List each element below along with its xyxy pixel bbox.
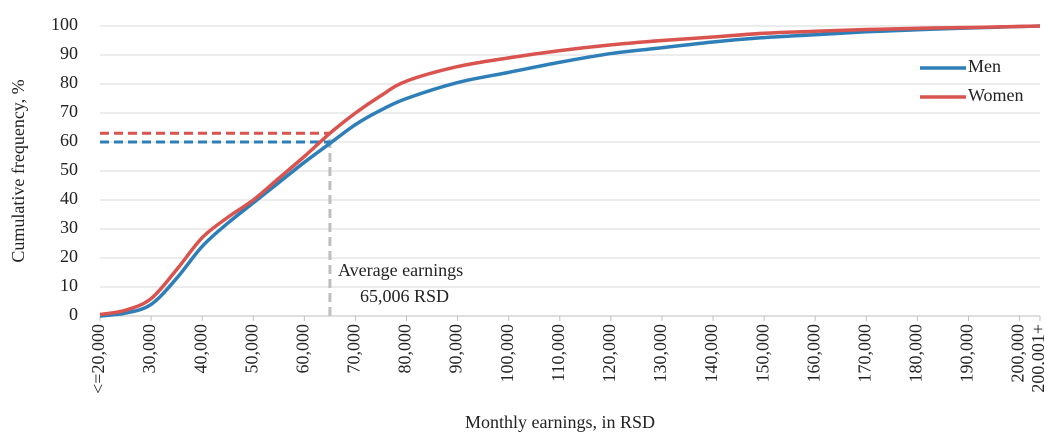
- y-tick-label: 10: [60, 275, 78, 295]
- y-tick-label: 100: [51, 14, 78, 34]
- x-tick-label: <=20,000: [88, 324, 108, 394]
- x-tick-label: 200,001+: [1028, 324, 1044, 393]
- x-tick-label: 120,000: [599, 324, 619, 383]
- legend-label: Men: [968, 56, 1001, 76]
- x-tick-label: 30,000: [139, 324, 159, 374]
- x-tick-label: 160,000: [803, 324, 823, 383]
- x-tick-label: 150,000: [752, 324, 772, 383]
- y-tick-label: 60: [60, 130, 78, 150]
- x-tick-label: 190,000: [957, 324, 977, 383]
- x-tick-label: 90,000: [446, 324, 466, 374]
- x-axis-label: Monthly earnings, in RSD: [465, 412, 655, 432]
- x-tick-label: 200,000: [1008, 324, 1028, 383]
- y-tick-label: 70: [60, 101, 78, 121]
- x-tick-label: 70,000: [344, 324, 364, 374]
- x-tick-label: 40,000: [190, 324, 210, 374]
- series-line: [99, 24, 1041, 318]
- annotation: Average earnings: [338, 260, 463, 280]
- y-tick-label: 30: [60, 217, 78, 237]
- y-tick-label: 40: [60, 188, 78, 208]
- legend-label: Women: [968, 85, 1024, 105]
- y-axis-label: Cumulative frequency, %: [8, 79, 28, 262]
- x-tick-label: 170,000: [854, 324, 874, 383]
- x-tick-label: 110,000: [548, 324, 568, 382]
- x-tick-label: 140,000: [701, 324, 721, 383]
- y-tick-label: 90: [60, 43, 78, 63]
- y-tick-label: 20: [60, 246, 78, 266]
- series-line: [99, 24, 1041, 317]
- x-tick-label: 130,000: [650, 324, 670, 383]
- x-tick-label: 180,000: [906, 324, 926, 383]
- x-tick-label: 60,000: [292, 324, 312, 374]
- x-tick-label: 50,000: [241, 324, 261, 374]
- y-tick-label: 80: [60, 72, 78, 92]
- y-tick-label: 0: [69, 304, 78, 324]
- y-tick-label: 50: [60, 159, 78, 179]
- x-tick-label: 100,000: [497, 324, 517, 383]
- annotation: 65,006 RSD: [360, 286, 449, 306]
- x-tick-label: 80,000: [395, 324, 415, 374]
